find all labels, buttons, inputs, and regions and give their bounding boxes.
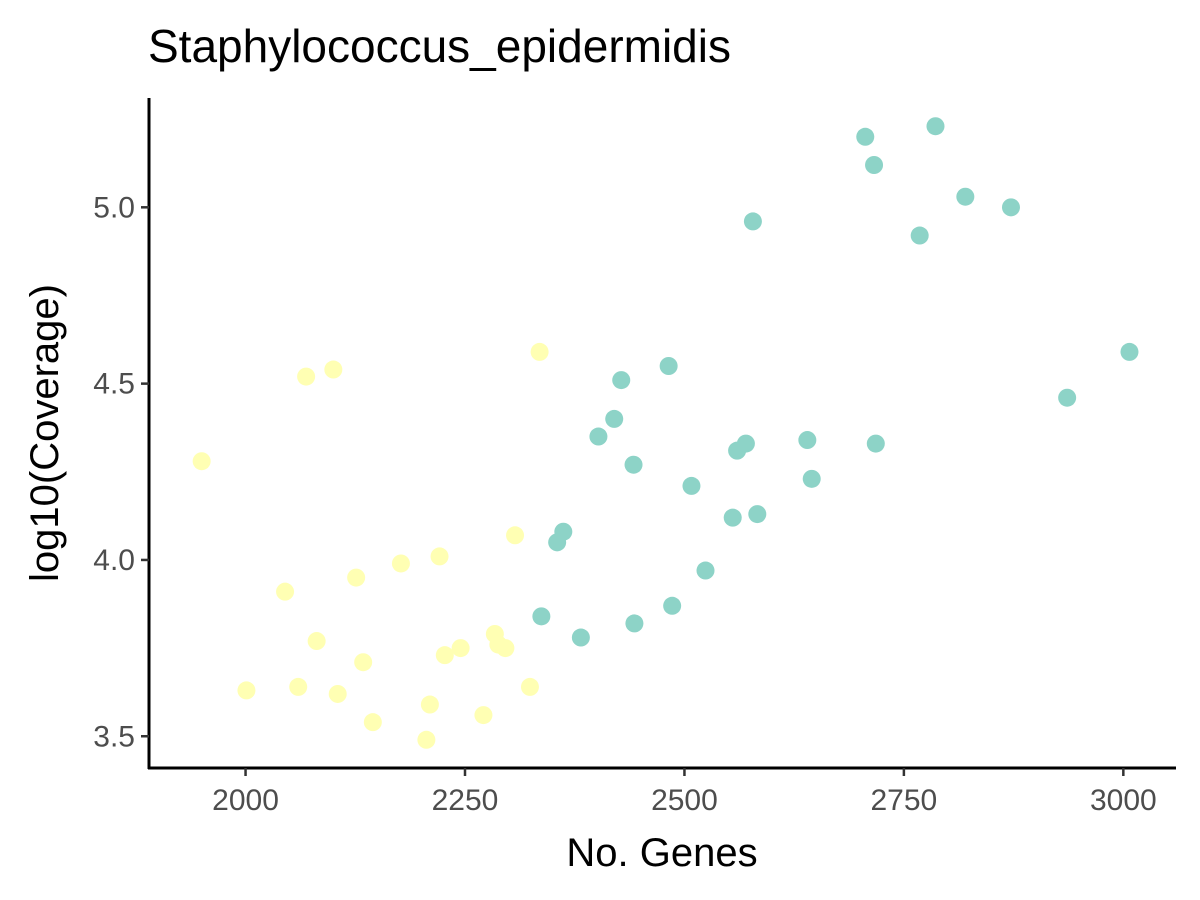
- data-point: [276, 582, 295, 601]
- x-tick-label: 2500: [651, 784, 718, 817]
- data-point: [1058, 388, 1077, 407]
- data-point: [736, 434, 755, 453]
- data-point: [451, 639, 470, 658]
- data-point: [865, 156, 884, 174]
- data-point: [743, 212, 762, 231]
- data-point: [530, 342, 549, 361]
- data-point: [354, 653, 373, 672]
- data-point: [506, 526, 525, 545]
- data-points: [192, 117, 1139, 749]
- data-point: [589, 427, 608, 446]
- data-point: [682, 476, 701, 495]
- x-axis-ticks: 2000 2250 2500 2750 3000: [212, 768, 1157, 817]
- data-point: [956, 187, 975, 206]
- data-point: [910, 226, 929, 245]
- x-tick-label: 3000: [1090, 784, 1157, 817]
- chart-title: Staphylococcus_epidermidis: [148, 20, 731, 72]
- data-point: [856, 127, 875, 146]
- data-point: [802, 469, 821, 488]
- data-point: [520, 677, 539, 696]
- data-point: [605, 409, 624, 428]
- data-point: [324, 360, 343, 379]
- y-tick-label: 4.0: [93, 544, 135, 577]
- data-point: [926, 117, 945, 136]
- y-axis-title: log10(Coverage): [23, 284, 67, 582]
- data-point: [659, 357, 678, 375]
- x-tick-label: 2000: [212, 784, 279, 817]
- data-point: [532, 607, 551, 626]
- data-point: [417, 730, 436, 749]
- y-tick-label: 5.0: [93, 191, 135, 224]
- data-point: [237, 681, 256, 700]
- data-point: [624, 455, 643, 474]
- data-point: [363, 713, 382, 732]
- data-point: [1120, 342, 1139, 361]
- data-point: [328, 684, 347, 703]
- data-point: [1001, 198, 1020, 217]
- data-point: [798, 431, 817, 450]
- y-tick-label: 4.5: [93, 368, 135, 401]
- data-point: [554, 522, 573, 541]
- data-point: [430, 547, 449, 566]
- data-point: [307, 632, 326, 651]
- data-point: [496, 639, 515, 658]
- x-tick-label: 2750: [871, 784, 938, 817]
- data-point: [571, 628, 590, 647]
- data-point: [435, 646, 454, 665]
- x-axis-title: No. Genes: [566, 831, 757, 875]
- data-point: [625, 614, 644, 633]
- data-point: [297, 367, 316, 386]
- data-point: [420, 695, 439, 714]
- data-point: [474, 706, 493, 725]
- data-point: [289, 677, 308, 696]
- data-point: [612, 371, 631, 390]
- y-tick-label: 3.5: [93, 720, 135, 753]
- data-point: [748, 505, 767, 524]
- data-point: [347, 568, 366, 587]
- x-tick-label: 2250: [432, 784, 499, 817]
- data-point: [723, 508, 742, 527]
- y-axis-ticks: 3.5 4.0 4.5 5.0: [93, 191, 149, 753]
- data-point: [696, 561, 715, 580]
- data-point: [391, 554, 410, 573]
- data-point: [663, 596, 682, 615]
- data-point: [192, 452, 211, 471]
- data-point: [866, 434, 885, 453]
